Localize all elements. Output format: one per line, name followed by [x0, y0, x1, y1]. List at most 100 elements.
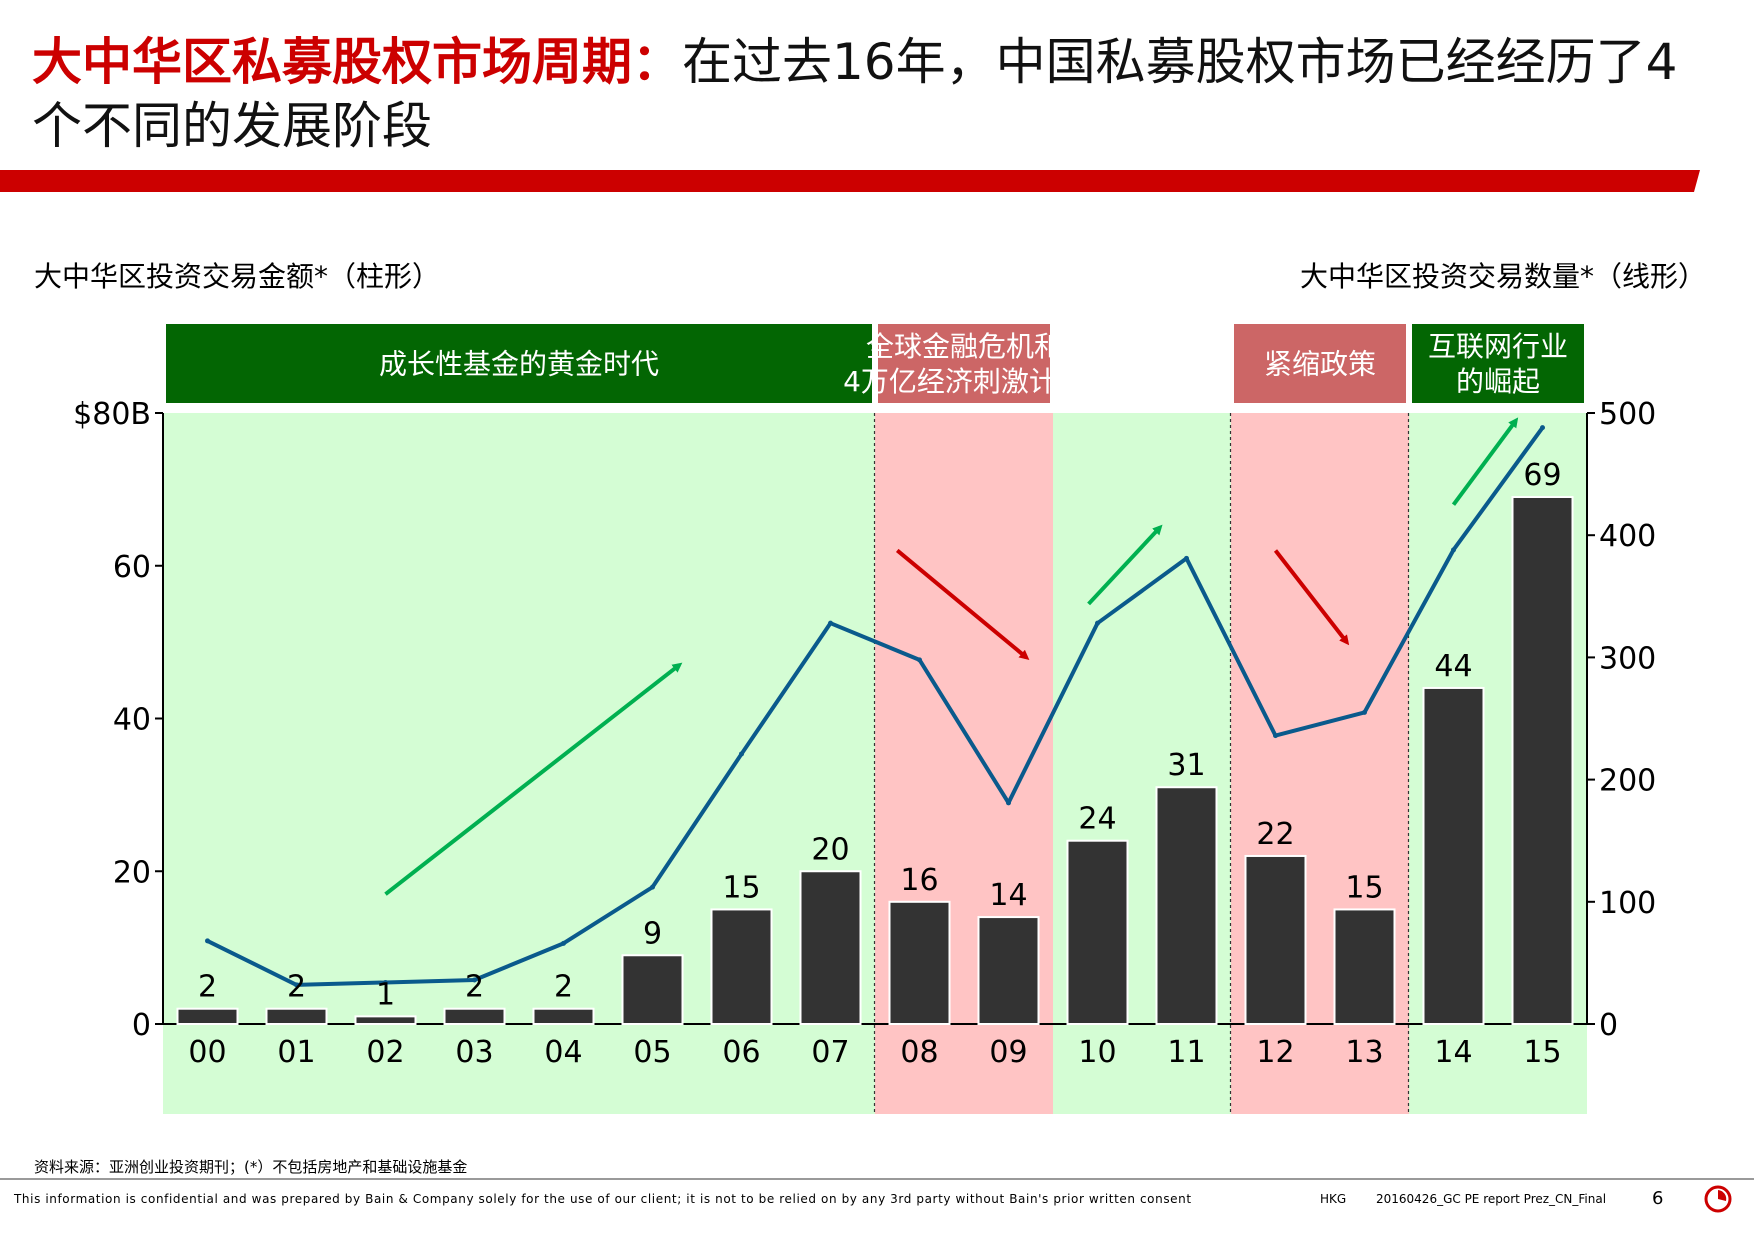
left-y-tick-label: 0 — [132, 1008, 151, 1043]
bar-deal-value — [443, 1007, 506, 1025]
phase-header-box — [1234, 324, 1406, 403]
trend-arrow-down — [895, 548, 1030, 660]
line-point — [383, 979, 388, 985]
bar-deal-value — [1422, 686, 1485, 1025]
left-y-tick-label: 60 — [113, 550, 151, 585]
right-y-tick-label: 500 — [1599, 397, 1656, 432]
phase-header-label: 全球金融危机和 — [866, 330, 1062, 363]
phase-header-label: 成长性基金的黄金时代 — [379, 348, 659, 381]
x-tick-label: 02 — [366, 1035, 404, 1070]
title-rest: 在过去16年，中国私募股权市场已经经历了4个不同的发展阶段 — [32, 33, 1678, 155]
right-axis-caption: 大中华区投资交易数量*（线形） — [1299, 260, 1706, 293]
phase-header-label: 的崛起 — [1456, 365, 1540, 398]
bar-deal-value — [1066, 839, 1129, 1026]
bar-deal-value — [354, 1015, 417, 1025]
line-deal-count — [206, 426, 1545, 987]
trend-arrow-up — [1087, 524, 1163, 606]
trend-arrow-down — [1273, 549, 1350, 646]
x-tick-label: 07 — [811, 1035, 849, 1070]
left-y-tick-label: 40 — [113, 703, 151, 738]
x-tick-label: 00 — [188, 1035, 226, 1070]
bar-data-label: 2 — [198, 970, 217, 1005]
line-point — [1095, 620, 1100, 626]
bar-deal-value — [265, 1007, 328, 1025]
trend-arrow-up — [1451, 417, 1519, 506]
footer-divider — [0, 1178, 1754, 1180]
bar-data-label: 31 — [1167, 748, 1205, 783]
page-number: 6 — [1652, 1188, 1664, 1209]
bar-data-label: 9 — [643, 916, 662, 951]
source-footnote: 资料来源：亚洲创业投资期刊；(*）不包括房地产和基础设施基金 — [34, 1158, 468, 1176]
line-point — [650, 884, 655, 890]
bain-logo-icon — [1704, 1185, 1732, 1213]
bar-data-label: 14 — [989, 878, 1027, 913]
bar-deal-value — [1333, 908, 1396, 1025]
bar-deal-value — [710, 908, 773, 1025]
x-tick-label: 05 — [633, 1035, 671, 1070]
office-code: HKG — [1320, 1192, 1347, 1206]
x-tick-label: 13 — [1345, 1035, 1383, 1070]
left-axis-caption: 大中华区投资交易金额*（柱形） — [34, 260, 441, 293]
page-title: 大中华区私募股权市场周期：在过去16年，中国私募股权市场已经经历了4个不同的发展… — [32, 30, 1712, 158]
bar-deal-value — [888, 900, 951, 1025]
x-tick-label: 06 — [722, 1035, 760, 1070]
phase-header-box — [1412, 324, 1584, 403]
bar-deal-value — [1244, 854, 1307, 1025]
bar-data-label: 22 — [1256, 817, 1294, 852]
phase-header-box — [878, 324, 1050, 403]
bar-deal-value — [176, 1007, 239, 1025]
line-point — [828, 620, 833, 626]
line-point — [1362, 709, 1367, 715]
line-point — [739, 751, 744, 757]
line-point — [1006, 800, 1011, 806]
bar-deal-value — [799, 870, 862, 1025]
phase-header-label: 紧缩政策 — [1264, 348, 1376, 381]
x-tick-label: 12 — [1256, 1035, 1294, 1070]
bar-data-label: 24 — [1078, 802, 1116, 837]
bar-data-label: 16 — [900, 863, 938, 898]
confidential-notice: This information is confidential and was… — [14, 1192, 1192, 1206]
bar-data-label: 2 — [287, 970, 306, 1005]
x-tick-label: 15 — [1523, 1035, 1561, 1070]
bar-data-label: 15 — [722, 870, 760, 905]
trend-arrow-up — [384, 662, 683, 896]
phase-header-label: 互联网行业 — [1428, 330, 1568, 363]
left-y-tick-label: 20 — [113, 855, 151, 890]
right-y-tick-label: 0 — [1599, 1008, 1618, 1043]
title-highlight: 大中华区私募股权市场周期： — [32, 33, 682, 91]
right-y-tick-label: 300 — [1599, 641, 1656, 676]
line-point — [1273, 733, 1278, 739]
bar-data-label: 2 — [554, 970, 573, 1005]
x-tick-label: 10 — [1078, 1035, 1116, 1070]
line-point — [1184, 555, 1189, 561]
line-point — [294, 982, 299, 988]
line-point — [561, 940, 566, 946]
bar-data-label: 69 — [1523, 458, 1561, 493]
right-y-tick-label: 100 — [1599, 886, 1656, 921]
title-underline-bar — [0, 170, 1700, 192]
x-tick-label: 03 — [455, 1035, 493, 1070]
right-y-tick-label: 400 — [1599, 519, 1656, 554]
bar-deal-value — [1155, 786, 1218, 1025]
x-tick-label: 09 — [989, 1035, 1027, 1070]
bar-data-label: 2 — [465, 970, 484, 1005]
document-name: 20160426_GC PE report Prez_CN_Final — [1376, 1192, 1607, 1206]
line-point — [205, 938, 210, 944]
bar-deal-value — [532, 1007, 595, 1025]
bar-data-label: 15 — [1345, 870, 1383, 905]
x-tick-label: 14 — [1434, 1035, 1472, 1070]
line-point — [1540, 425, 1545, 431]
x-tick-label: 11 — [1167, 1035, 1205, 1070]
line-point — [917, 657, 922, 663]
phase-header-label: 4万亿经济刺激计划 — [843, 365, 1085, 398]
bar-data-label: 20 — [811, 832, 849, 867]
right-y-tick-label: 200 — [1599, 764, 1656, 799]
x-tick-label: 08 — [900, 1035, 938, 1070]
bar-deal-value — [1511, 496, 1574, 1025]
x-tick-label: 04 — [544, 1035, 582, 1070]
bar-deal-value — [977, 916, 1040, 1026]
left-y-tick-label: $80B — [73, 397, 151, 432]
bar-deal-value — [621, 954, 684, 1026]
line-point — [1451, 547, 1456, 553]
